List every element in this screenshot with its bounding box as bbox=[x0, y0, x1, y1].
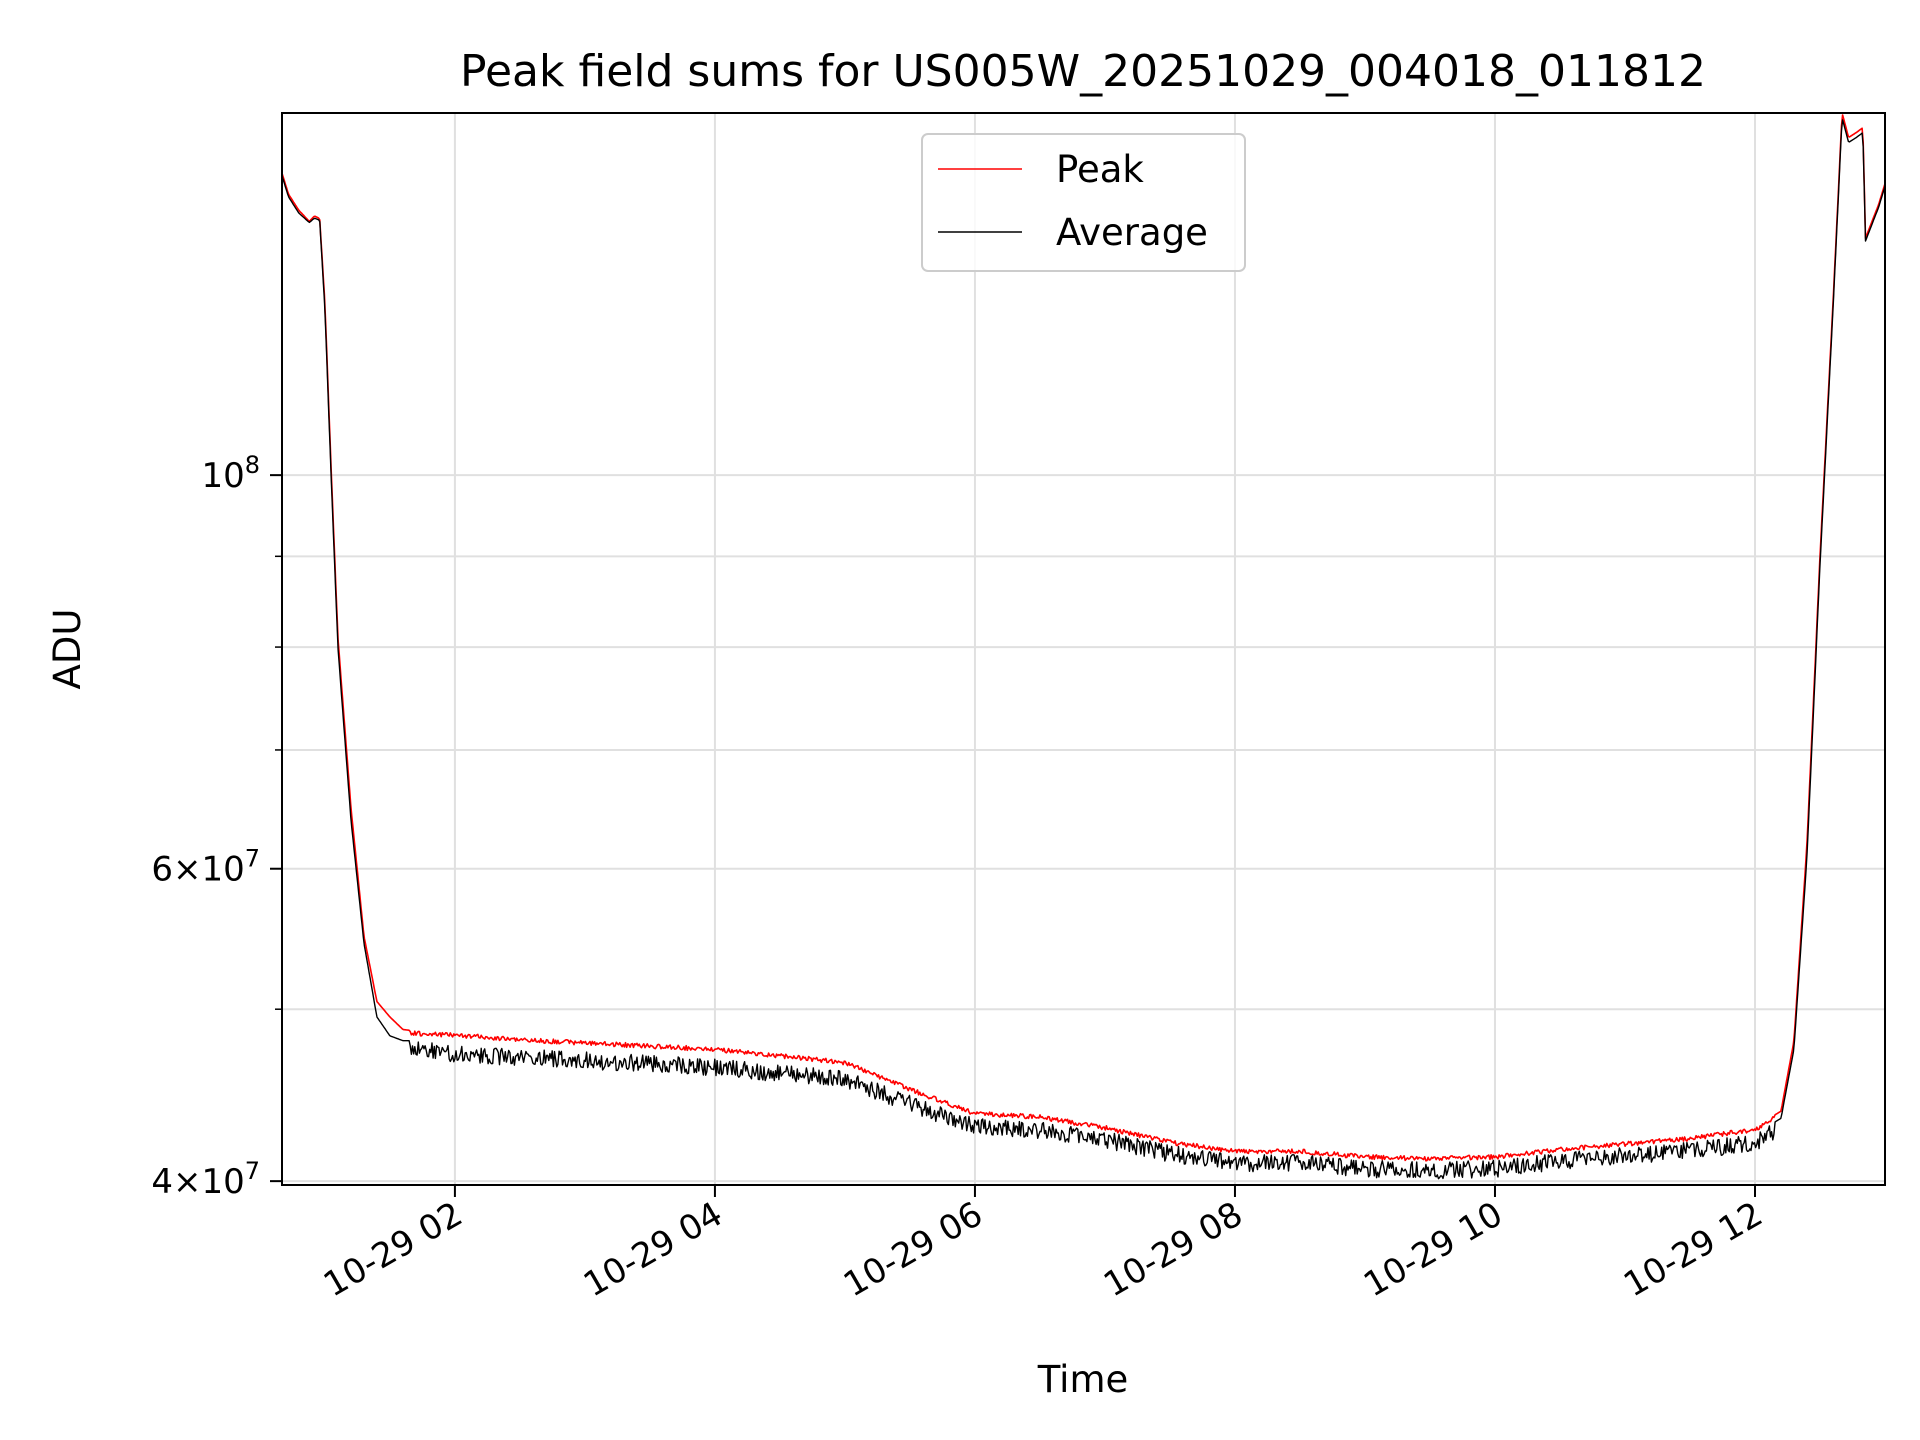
y-tick-exponent: 7 bbox=[245, 1157, 260, 1185]
legend: Peak Average bbox=[921, 133, 1246, 272]
y-axis-label: ADU bbox=[46, 609, 89, 690]
y-tick-mantissa: 6 bbox=[151, 850, 173, 890]
y-tick-label: 4×107 bbox=[151, 1157, 260, 1202]
legend-label-average: Average bbox=[1056, 211, 1208, 254]
grid bbox=[282, 113, 1885, 1185]
y-tick-exponent: 8 bbox=[245, 451, 260, 479]
legend-label-peak: Peak bbox=[1056, 148, 1144, 191]
y-tick-exponent: 7 bbox=[245, 845, 260, 873]
y-tick-mantissa: 4 bbox=[151, 1162, 173, 1202]
y-tick-label: 6×107 bbox=[151, 845, 260, 890]
y-tick-label: 108 bbox=[201, 451, 260, 496]
series-line-peak bbox=[282, 114, 1885, 1162]
series-layer bbox=[282, 114, 1885, 1180]
x-axis-label: Time bbox=[1037, 1358, 1129, 1401]
plot-frame bbox=[281, 112, 1886, 1186]
chart-title: Peak field sums for US005W_20251029_0040… bbox=[460, 46, 1706, 97]
series-line-average bbox=[282, 119, 1885, 1180]
